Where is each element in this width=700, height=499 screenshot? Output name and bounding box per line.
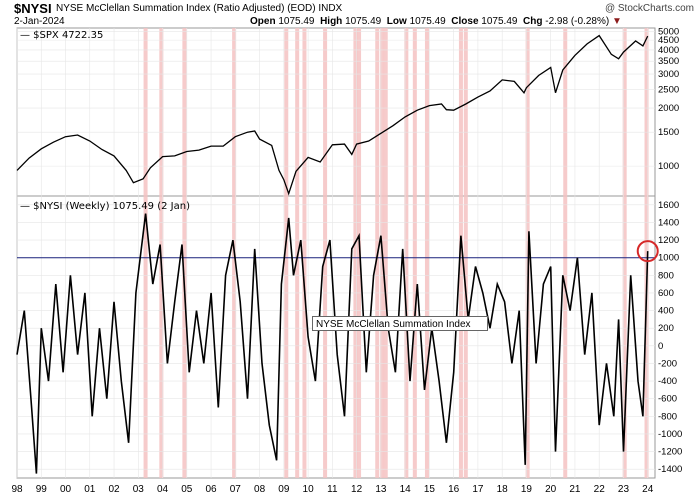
x-tick-label: 14 bbox=[400, 484, 412, 495]
close-label: Close bbox=[451, 16, 479, 27]
x-tick-label: 18 bbox=[497, 484, 509, 495]
nysi-y-tick-label: 1400 bbox=[658, 217, 679, 228]
spx-y-tick-label: 4000 bbox=[658, 45, 679, 56]
nysi-y-tick-label: 600 bbox=[658, 288, 674, 299]
x-tick-label: 10 bbox=[303, 484, 315, 495]
x-tick-label: 08 bbox=[254, 484, 266, 495]
chart-symbol: $NYSI bbox=[14, 1, 52, 16]
chart-title: NYSE McClellan Summation Index (Ratio Ad… bbox=[56, 3, 342, 14]
chg-value: -2.98 (-0.28%) bbox=[545, 16, 610, 27]
shaded-band bbox=[404, 28, 409, 478]
x-tick-label: 21 bbox=[569, 484, 581, 495]
high-label: High bbox=[320, 16, 343, 27]
chg-label: Chg bbox=[523, 16, 543, 27]
shaded-band bbox=[463, 28, 468, 478]
spx-pane-frame bbox=[16, 27, 656, 197]
shaded-band bbox=[644, 28, 649, 478]
shaded-band bbox=[424, 28, 429, 478]
x-tick-label: 19 bbox=[521, 484, 533, 495]
nysi-y-tick-label: -600 bbox=[658, 394, 677, 405]
shaded-band bbox=[284, 28, 289, 478]
nysi-y-tick-label: -400 bbox=[658, 376, 677, 387]
shaded-band bbox=[563, 28, 568, 478]
shaded-band bbox=[143, 28, 148, 478]
nysi-y-tick-label: 800 bbox=[658, 270, 674, 281]
shaded-band bbox=[412, 28, 417, 478]
x-tick-label: 07 bbox=[230, 484, 242, 495]
quote-date: 2-Jan-2024 bbox=[14, 16, 65, 27]
x-tick-label: 01 bbox=[84, 484, 96, 495]
x-tick-label: 98 bbox=[11, 484, 23, 495]
exchange-label: INDX bbox=[318, 3, 343, 14]
shaded-band bbox=[295, 28, 300, 478]
watermark: @ StockCharts.com bbox=[604, 3, 694, 14]
open-value: 1075.49 bbox=[278, 16, 315, 27]
down-arrow-icon: ▼ bbox=[611, 16, 622, 27]
close-value: 1075.49 bbox=[481, 16, 518, 27]
spx-series-line bbox=[16, 34, 649, 196]
open-label: Open bbox=[250, 16, 276, 27]
spx-y-tick-label: 3500 bbox=[658, 56, 679, 67]
shaded-band bbox=[302, 28, 307, 478]
shaded-band bbox=[357, 28, 362, 478]
spx-y-tick-label: 2500 bbox=[658, 84, 679, 95]
x-tick-label: 05 bbox=[181, 484, 193, 495]
chart-annotation: NYSE McClellan Summation Index bbox=[312, 316, 488, 331]
spx-y-tick-label: 2000 bbox=[658, 103, 679, 114]
nysi-y-tick-label: 1000 bbox=[658, 253, 679, 264]
x-tick-label: 13 bbox=[375, 484, 387, 495]
nysi-y-tick-label: -1400 bbox=[658, 464, 682, 475]
nysi-legend: — $NYSI (Weekly) 1075.49 (2 Jan) bbox=[20, 201, 190, 212]
spx-legend: — $SPX 4722.35 bbox=[20, 30, 103, 41]
spx-y-tick-label: 5000 bbox=[658, 26, 679, 37]
x-tick-label: 02 bbox=[108, 484, 120, 495]
shaded-band bbox=[622, 28, 627, 478]
x-tick-label: 23 bbox=[618, 484, 630, 495]
ohlc-readout: Open 1075.49 High 1075.49 Low 1075.49 Cl… bbox=[250, 16, 622, 27]
x-tick-label: 12 bbox=[351, 484, 363, 495]
index-name: NYSE McClellan Summation Index (Ratio Ad… bbox=[56, 3, 316, 14]
nysi-y-tick-label: 1200 bbox=[658, 235, 679, 246]
spx-y-tick-label: 3000 bbox=[658, 69, 679, 80]
x-tick-label: 99 bbox=[36, 484, 48, 495]
low-value: 1075.49 bbox=[409, 16, 446, 27]
nysi-series-line bbox=[16, 213, 649, 474]
nysi-y-tick-label: -200 bbox=[658, 358, 677, 369]
spx-y-tick-label: 1000 bbox=[658, 161, 679, 172]
low-label: Low bbox=[386, 16, 407, 27]
shaded-band bbox=[525, 28, 530, 478]
x-tick-label: 20 bbox=[545, 484, 557, 495]
x-tick-label: 22 bbox=[594, 484, 606, 495]
spx-y-tick-label: 4500 bbox=[658, 35, 679, 46]
x-tick-label: 11 bbox=[327, 484, 338, 495]
shaded-band bbox=[458, 28, 463, 478]
shaded-band bbox=[182, 28, 187, 478]
shaded-band bbox=[383, 28, 388, 478]
nysi-y-tick-label: 1600 bbox=[658, 200, 679, 211]
shaded-band bbox=[323, 28, 328, 478]
nysi-y-tick-label: 400 bbox=[658, 306, 674, 317]
latest-value-highlight-circle bbox=[636, 240, 659, 263]
x-tick-label: 09 bbox=[278, 484, 290, 495]
high-value: 1075.49 bbox=[345, 16, 382, 27]
shaded-band bbox=[353, 28, 358, 478]
nysi-y-tick-label: -800 bbox=[658, 411, 677, 422]
x-tick-label: 06 bbox=[206, 484, 218, 495]
spx-y-tick-label: 1500 bbox=[658, 127, 679, 138]
x-tick-label: 24 bbox=[642, 484, 654, 495]
nysi-y-tick-label: 0 bbox=[658, 341, 663, 352]
x-tick-label: 16 bbox=[448, 484, 460, 495]
x-tick-label: 00 bbox=[60, 484, 72, 495]
x-tick-label: 03 bbox=[133, 484, 145, 495]
nysi-y-tick-label: 200 bbox=[658, 323, 674, 334]
nysi-y-tick-label: -1000 bbox=[658, 429, 682, 440]
x-tick-label: 15 bbox=[424, 484, 436, 495]
nysi-y-tick-label: -1200 bbox=[658, 447, 682, 458]
x-tick-label: 17 bbox=[472, 484, 484, 495]
x-tick-label: 04 bbox=[157, 484, 169, 495]
